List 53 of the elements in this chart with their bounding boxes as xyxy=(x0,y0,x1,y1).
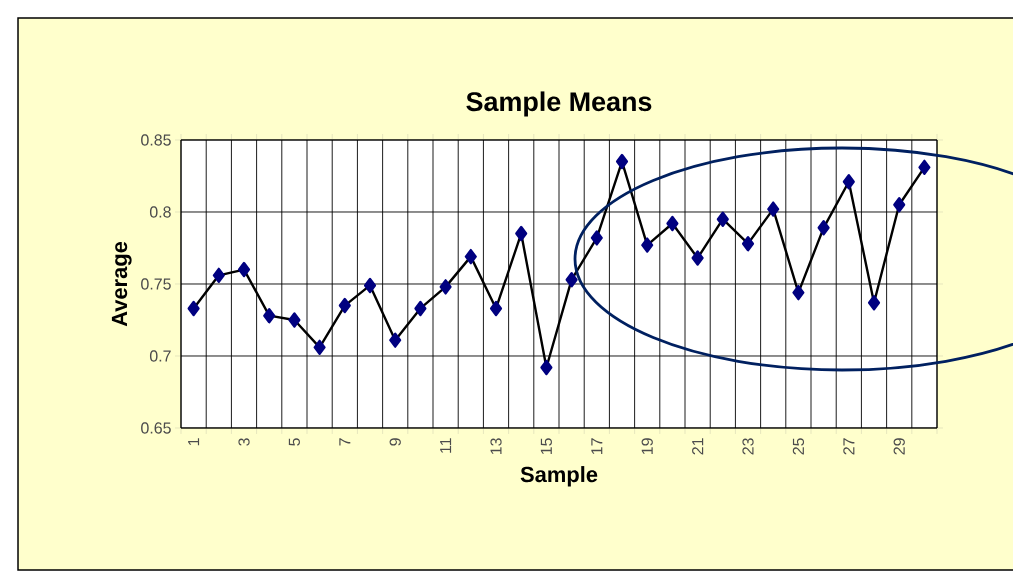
point xyxy=(792,284,805,301)
point xyxy=(313,339,326,356)
x-tick-label: 11 xyxy=(440,438,452,453)
y-tick-label: 0.75 xyxy=(141,278,171,290)
point xyxy=(767,201,780,217)
point xyxy=(641,237,654,253)
point xyxy=(439,279,452,295)
x-tick-label: 15 xyxy=(540,438,552,455)
point xyxy=(363,277,377,294)
point xyxy=(288,312,301,328)
point xyxy=(691,250,704,266)
point xyxy=(489,300,503,317)
x-tick-label: 5 xyxy=(288,438,300,446)
point xyxy=(817,220,830,236)
y-tick-label: 0.85 xyxy=(141,134,171,146)
point xyxy=(540,359,553,376)
y-axis-title: Average xyxy=(111,241,132,327)
x-tick-label: 27 xyxy=(843,438,855,455)
x-tick-label: 17 xyxy=(591,438,603,455)
point xyxy=(893,197,906,213)
y-tick-label: 0.7 xyxy=(149,350,171,362)
point xyxy=(338,297,351,314)
point xyxy=(867,295,881,311)
x-tick-label: 3 xyxy=(238,438,250,446)
point xyxy=(918,159,931,176)
x-tick-label: 29 xyxy=(893,438,905,455)
x-tick-label: 19 xyxy=(641,438,653,455)
x-tick-label: 21 xyxy=(692,438,704,455)
x-tick-label: 25 xyxy=(792,438,805,455)
point xyxy=(187,300,200,317)
point xyxy=(565,271,578,288)
point xyxy=(590,230,603,246)
point xyxy=(212,267,225,284)
x-tick-label: 13 xyxy=(490,438,502,455)
chart-title: Sample Means xyxy=(466,91,652,117)
point xyxy=(741,235,755,252)
point xyxy=(389,332,402,348)
point xyxy=(666,215,679,232)
x-tick-label: 9 xyxy=(389,438,401,446)
point xyxy=(263,307,276,324)
point xyxy=(515,225,528,242)
point xyxy=(615,153,629,170)
point xyxy=(842,174,855,190)
y-tick-label: 0.8 xyxy=(149,206,171,218)
x-axis-title: Sample xyxy=(520,466,598,487)
point xyxy=(464,248,477,265)
point xyxy=(716,211,729,227)
point xyxy=(237,261,251,278)
x-tick-label: 23 xyxy=(742,438,754,455)
y-tick-label: 0.65 xyxy=(141,422,171,434)
x-tick-label: 1 xyxy=(188,438,200,446)
x-tick-label: 7 xyxy=(339,438,351,446)
point xyxy=(414,300,427,317)
